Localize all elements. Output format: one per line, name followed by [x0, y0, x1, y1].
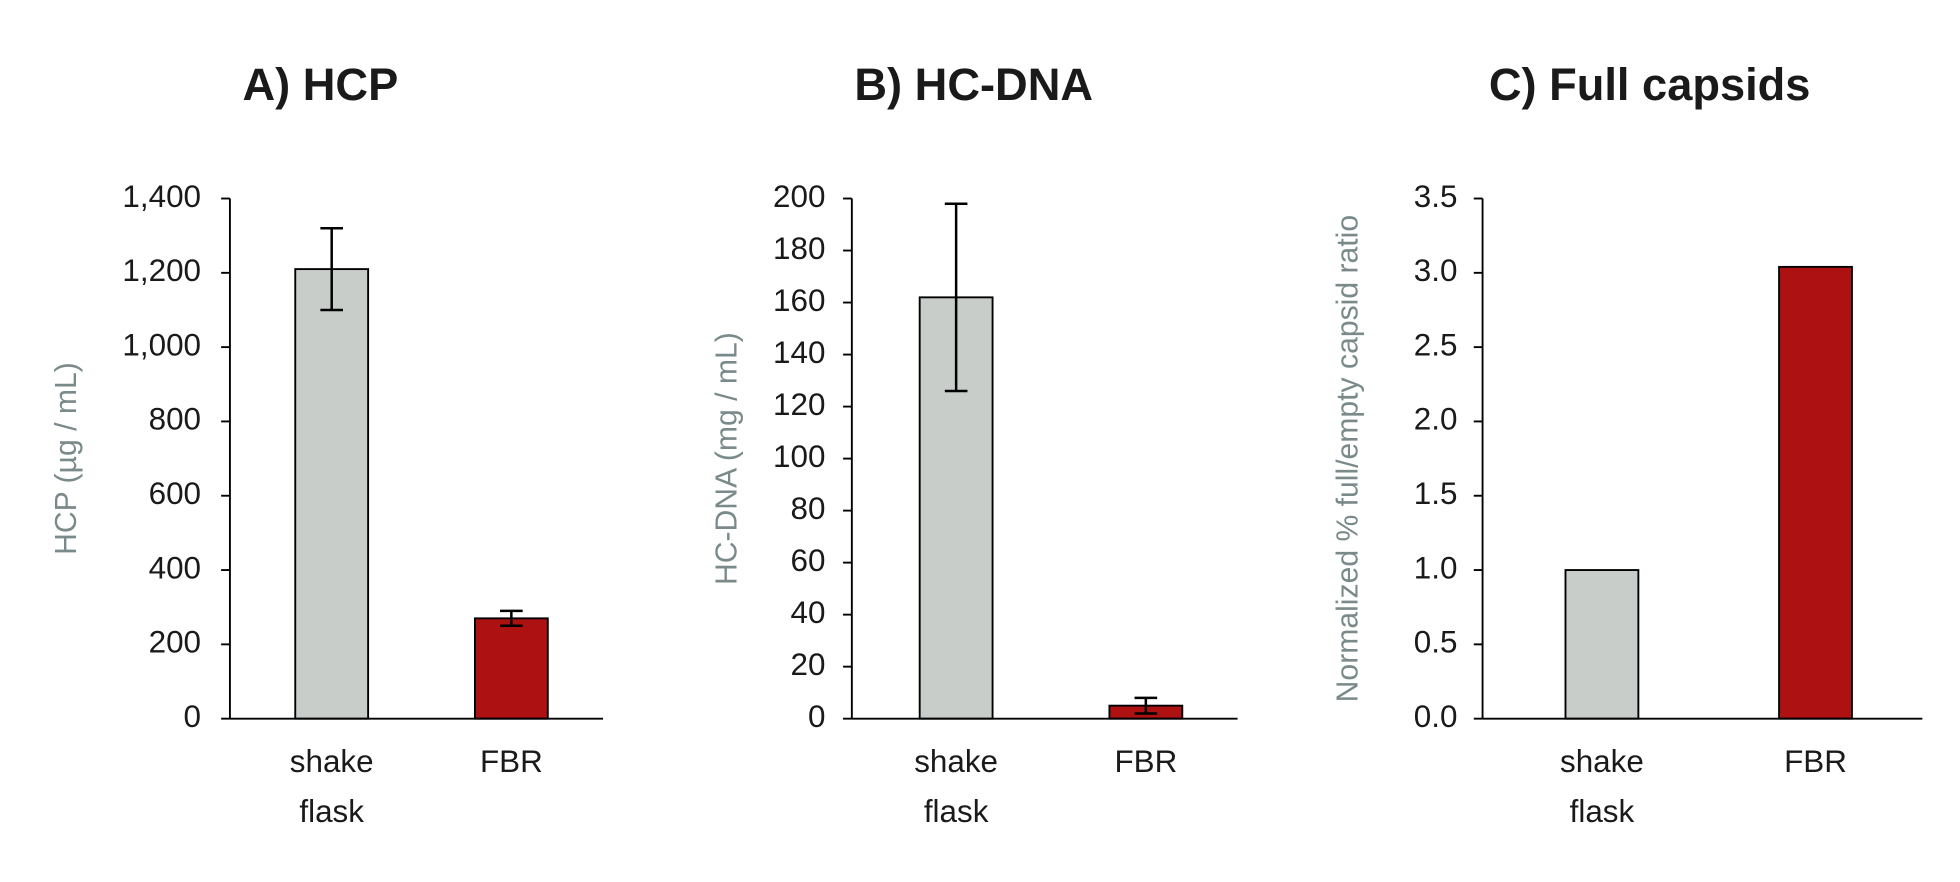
- y-tick-label: 80: [791, 491, 826, 526]
- error-bar: [500, 609, 523, 628]
- y-tick-label: 400: [149, 550, 201, 585]
- bar: [1564, 569, 1640, 720]
- chart-title: A) HCP: [243, 59, 399, 110]
- error-bar: [320, 226, 343, 312]
- y-axis-title: HC-DNA (mg / mL): [711, 332, 744, 585]
- y-axis-title: HCP (µg / mL): [50, 362, 83, 555]
- bar: [1778, 265, 1853, 720]
- x-tick-label: FBR: [1784, 744, 1847, 779]
- y-tick-label: 1,200: [122, 253, 201, 288]
- y-tick-label: 1,000: [122, 327, 201, 362]
- y-tick-label: 200: [773, 179, 825, 214]
- x-tick-label: FBR: [480, 744, 543, 779]
- x-tick-label: FBR: [1114, 744, 1177, 779]
- x-tick-label: shake flask: [1560, 744, 1644, 829]
- y-tick-label: 800: [149, 402, 201, 437]
- y-tick-label: 100: [773, 439, 825, 474]
- bar: [294, 268, 370, 720]
- y-axis-title: Normalized % full/empty capsid ratio: [1331, 215, 1364, 702]
- y-tick-label: 0.5: [1414, 625, 1458, 660]
- y-tick-label: 160: [773, 283, 825, 318]
- y-tick-label: 1.0: [1414, 550, 1458, 585]
- y-tick-label: 1,400: [122, 179, 201, 214]
- y-tick-label: 180: [773, 231, 825, 266]
- x-tick-label: shake flask: [290, 744, 374, 829]
- y-tick-label: 2.5: [1414, 327, 1458, 362]
- y-tick-label: 0: [184, 699, 201, 734]
- y-tick-label: 0.0: [1414, 699, 1458, 734]
- chart-title: C) Full capsids: [1489, 59, 1811, 110]
- y-tick-label: 2.0: [1414, 402, 1458, 437]
- y-tick-label: 140: [773, 335, 825, 370]
- y-tick-label: 40: [791, 595, 826, 630]
- x-tick-label: shake flask: [914, 744, 998, 829]
- y-tick-label: 60: [791, 543, 826, 578]
- y-tick-label: 0: [808, 699, 825, 734]
- y-tick-label: 3.5: [1414, 179, 1458, 214]
- y-tick-label: 3.0: [1414, 253, 1458, 288]
- y-tick-label: 1.5: [1414, 476, 1458, 511]
- bar: [473, 617, 549, 720]
- y-tick-label: 200: [149, 625, 201, 660]
- y-tick-label: 20: [791, 647, 826, 682]
- chart-title: B) HC-DNA: [854, 59, 1093, 110]
- error-bar: [1134, 696, 1158, 715]
- error-bar: [944, 202, 968, 393]
- y-tick-label: 120: [773, 387, 825, 422]
- y-tick-label: 600: [149, 476, 201, 511]
